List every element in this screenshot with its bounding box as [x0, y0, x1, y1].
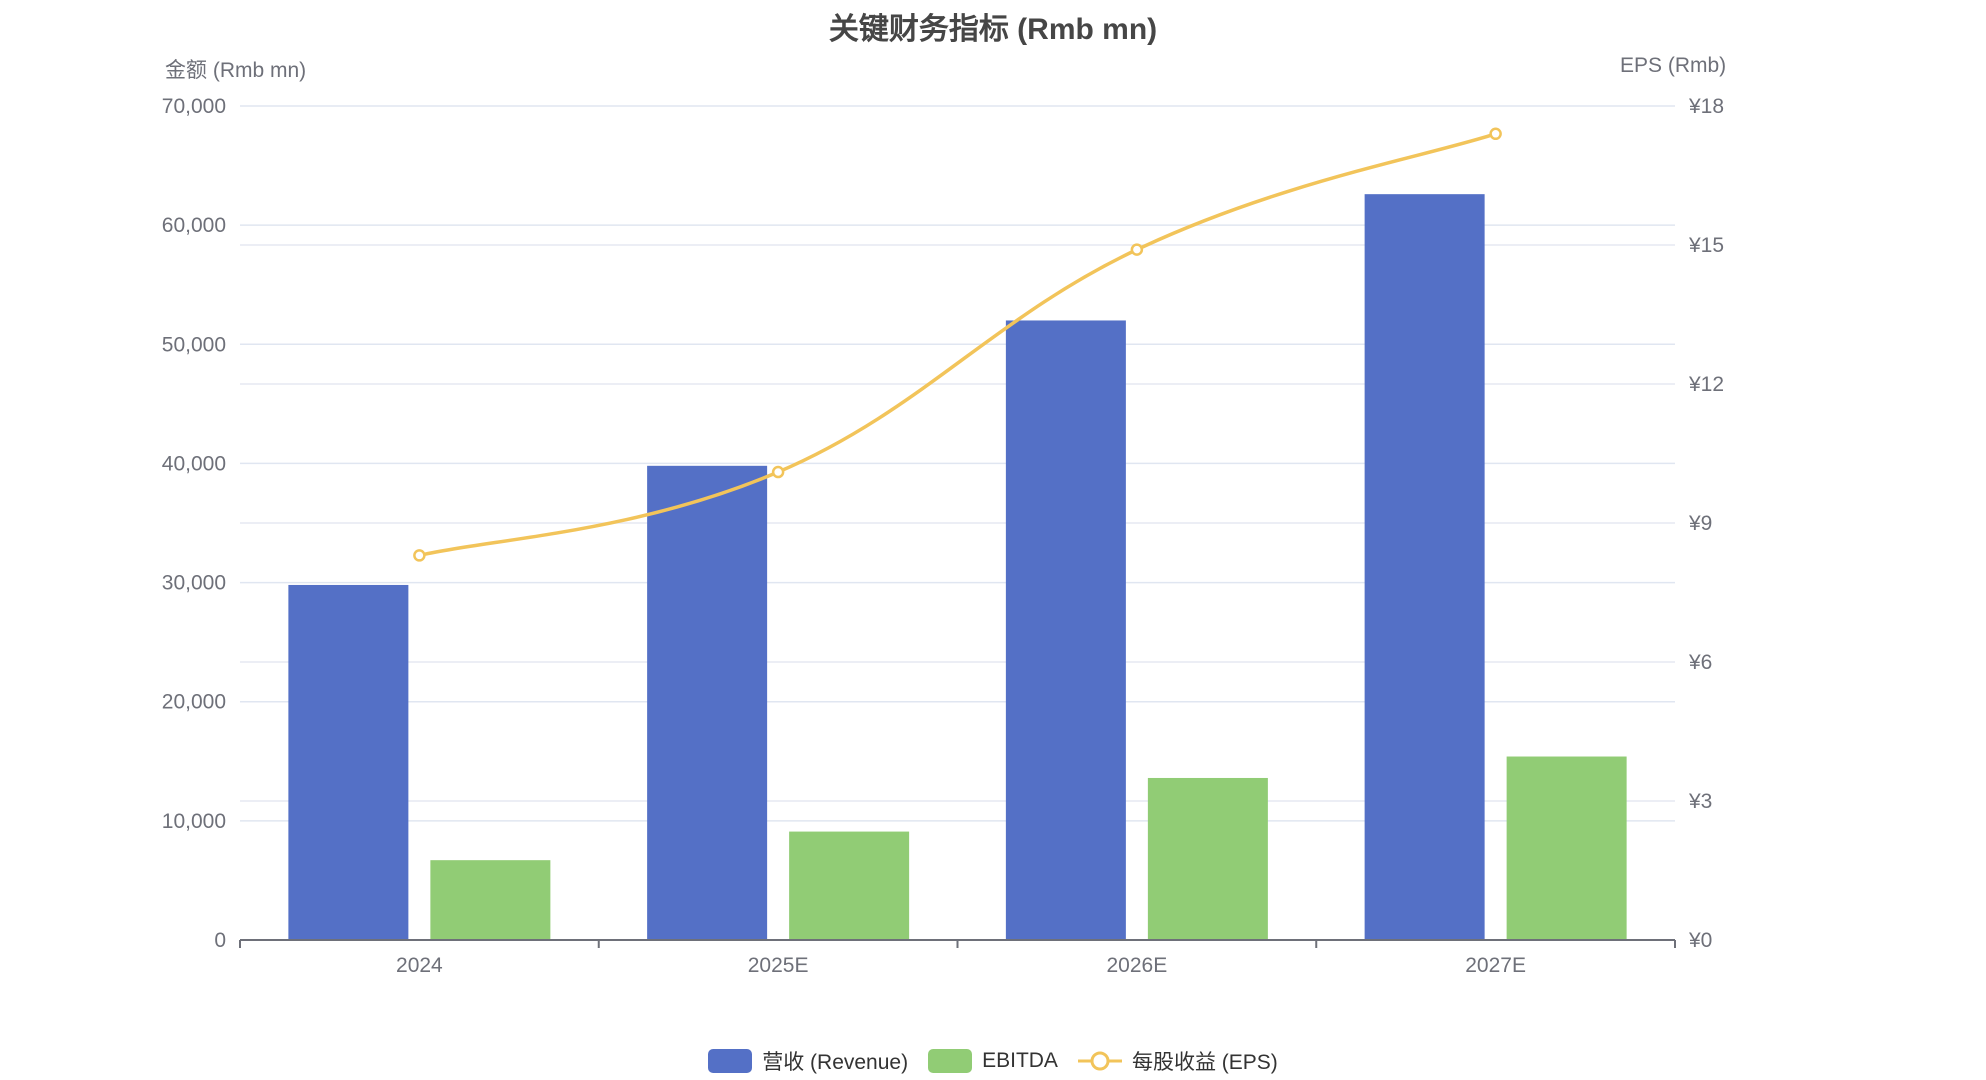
legend-item-revenue[interactable]: 营收 (Revenue) [708, 1046, 908, 1076]
left-axis-tick-label: 40,000 [162, 452, 226, 475]
revenue-swatch-icon [708, 1049, 753, 1073]
bar-ebitda [430, 860, 551, 940]
right-axis-tick-label: ¥15 [1688, 234, 1724, 257]
eps-line-marker-icon [1077, 1051, 1122, 1071]
left-axis-tick-label: 60,000 [162, 214, 226, 237]
left-axis-title: 金额 (Rmb mn) [165, 59, 307, 82]
chart-title: 关键财务指标 (Rmb mn) [828, 13, 1158, 46]
eps-point [1489, 127, 1502, 141]
left-axis-tick-label: 20,000 [162, 691, 226, 714]
x-axis-tick-label: 2027E [1465, 954, 1526, 977]
bar-ebitda [789, 831, 910, 940]
bar-revenue [288, 584, 409, 940]
legend-label-revenue: 营收 (Revenue) [762, 1051, 909, 1074]
eps-point [1130, 243, 1144, 256]
left-axis-tick-label: 50,000 [162, 333, 226, 356]
bar-revenue [647, 465, 768, 940]
right-axis-tick-label: ¥0 [1688, 929, 1712, 952]
legend: 营收 (Revenue) EBITDA 每股收益 (EPS) [0, 1046, 1986, 1076]
left-axis-tick-label: 0 [214, 929, 226, 952]
eps-point [413, 549, 426, 562]
right-axis-tick-label: ¥12 [1688, 373, 1724, 396]
legend-label-eps: 每股收益 (EPS) [1131, 1051, 1278, 1074]
right-axis-tick-label: ¥9 [1688, 512, 1712, 535]
x-axis-tick-label: 2026E [1107, 954, 1168, 977]
bar-revenue [1005, 320, 1126, 940]
right-axis-tick-label: ¥3 [1688, 790, 1712, 813]
bar-revenue [1364, 194, 1485, 940]
left-axis-tick-label: 70,000 [162, 95, 226, 118]
chart-plot-area: 0 10,000 20,000 30,000 40,000 50,000 60,000 70,… [162, 95, 1724, 977]
x-axis-tick-label: 2025E [748, 954, 809, 977]
x-axis-tick-label: 2024 [396, 954, 443, 977]
right-axis-tick-label: ¥6 [1688, 651, 1712, 674]
right-axis-title: EPS (Rmb) [1620, 54, 1727, 77]
bar-ebitda [1147, 777, 1268, 940]
legend-label-ebitda: EBITDA [982, 1049, 1058, 1072]
legend-item-eps[interactable]: 每股收益 (EPS) [1077, 1046, 1278, 1076]
right-axis-tick-label: ¥18 [1688, 95, 1724, 118]
eps-line [418, 132, 1497, 558]
left-axis-tick-label: 10,000 [162, 810, 226, 833]
eps-point [771, 465, 785, 479]
left-axis-tick-label: 30,000 [162, 572, 226, 595]
legend-item-ebitda[interactable]: EBITDA [928, 1049, 1058, 1073]
bar-ebitda [1506, 756, 1627, 940]
ebitda-swatch-icon [928, 1049, 973, 1073]
